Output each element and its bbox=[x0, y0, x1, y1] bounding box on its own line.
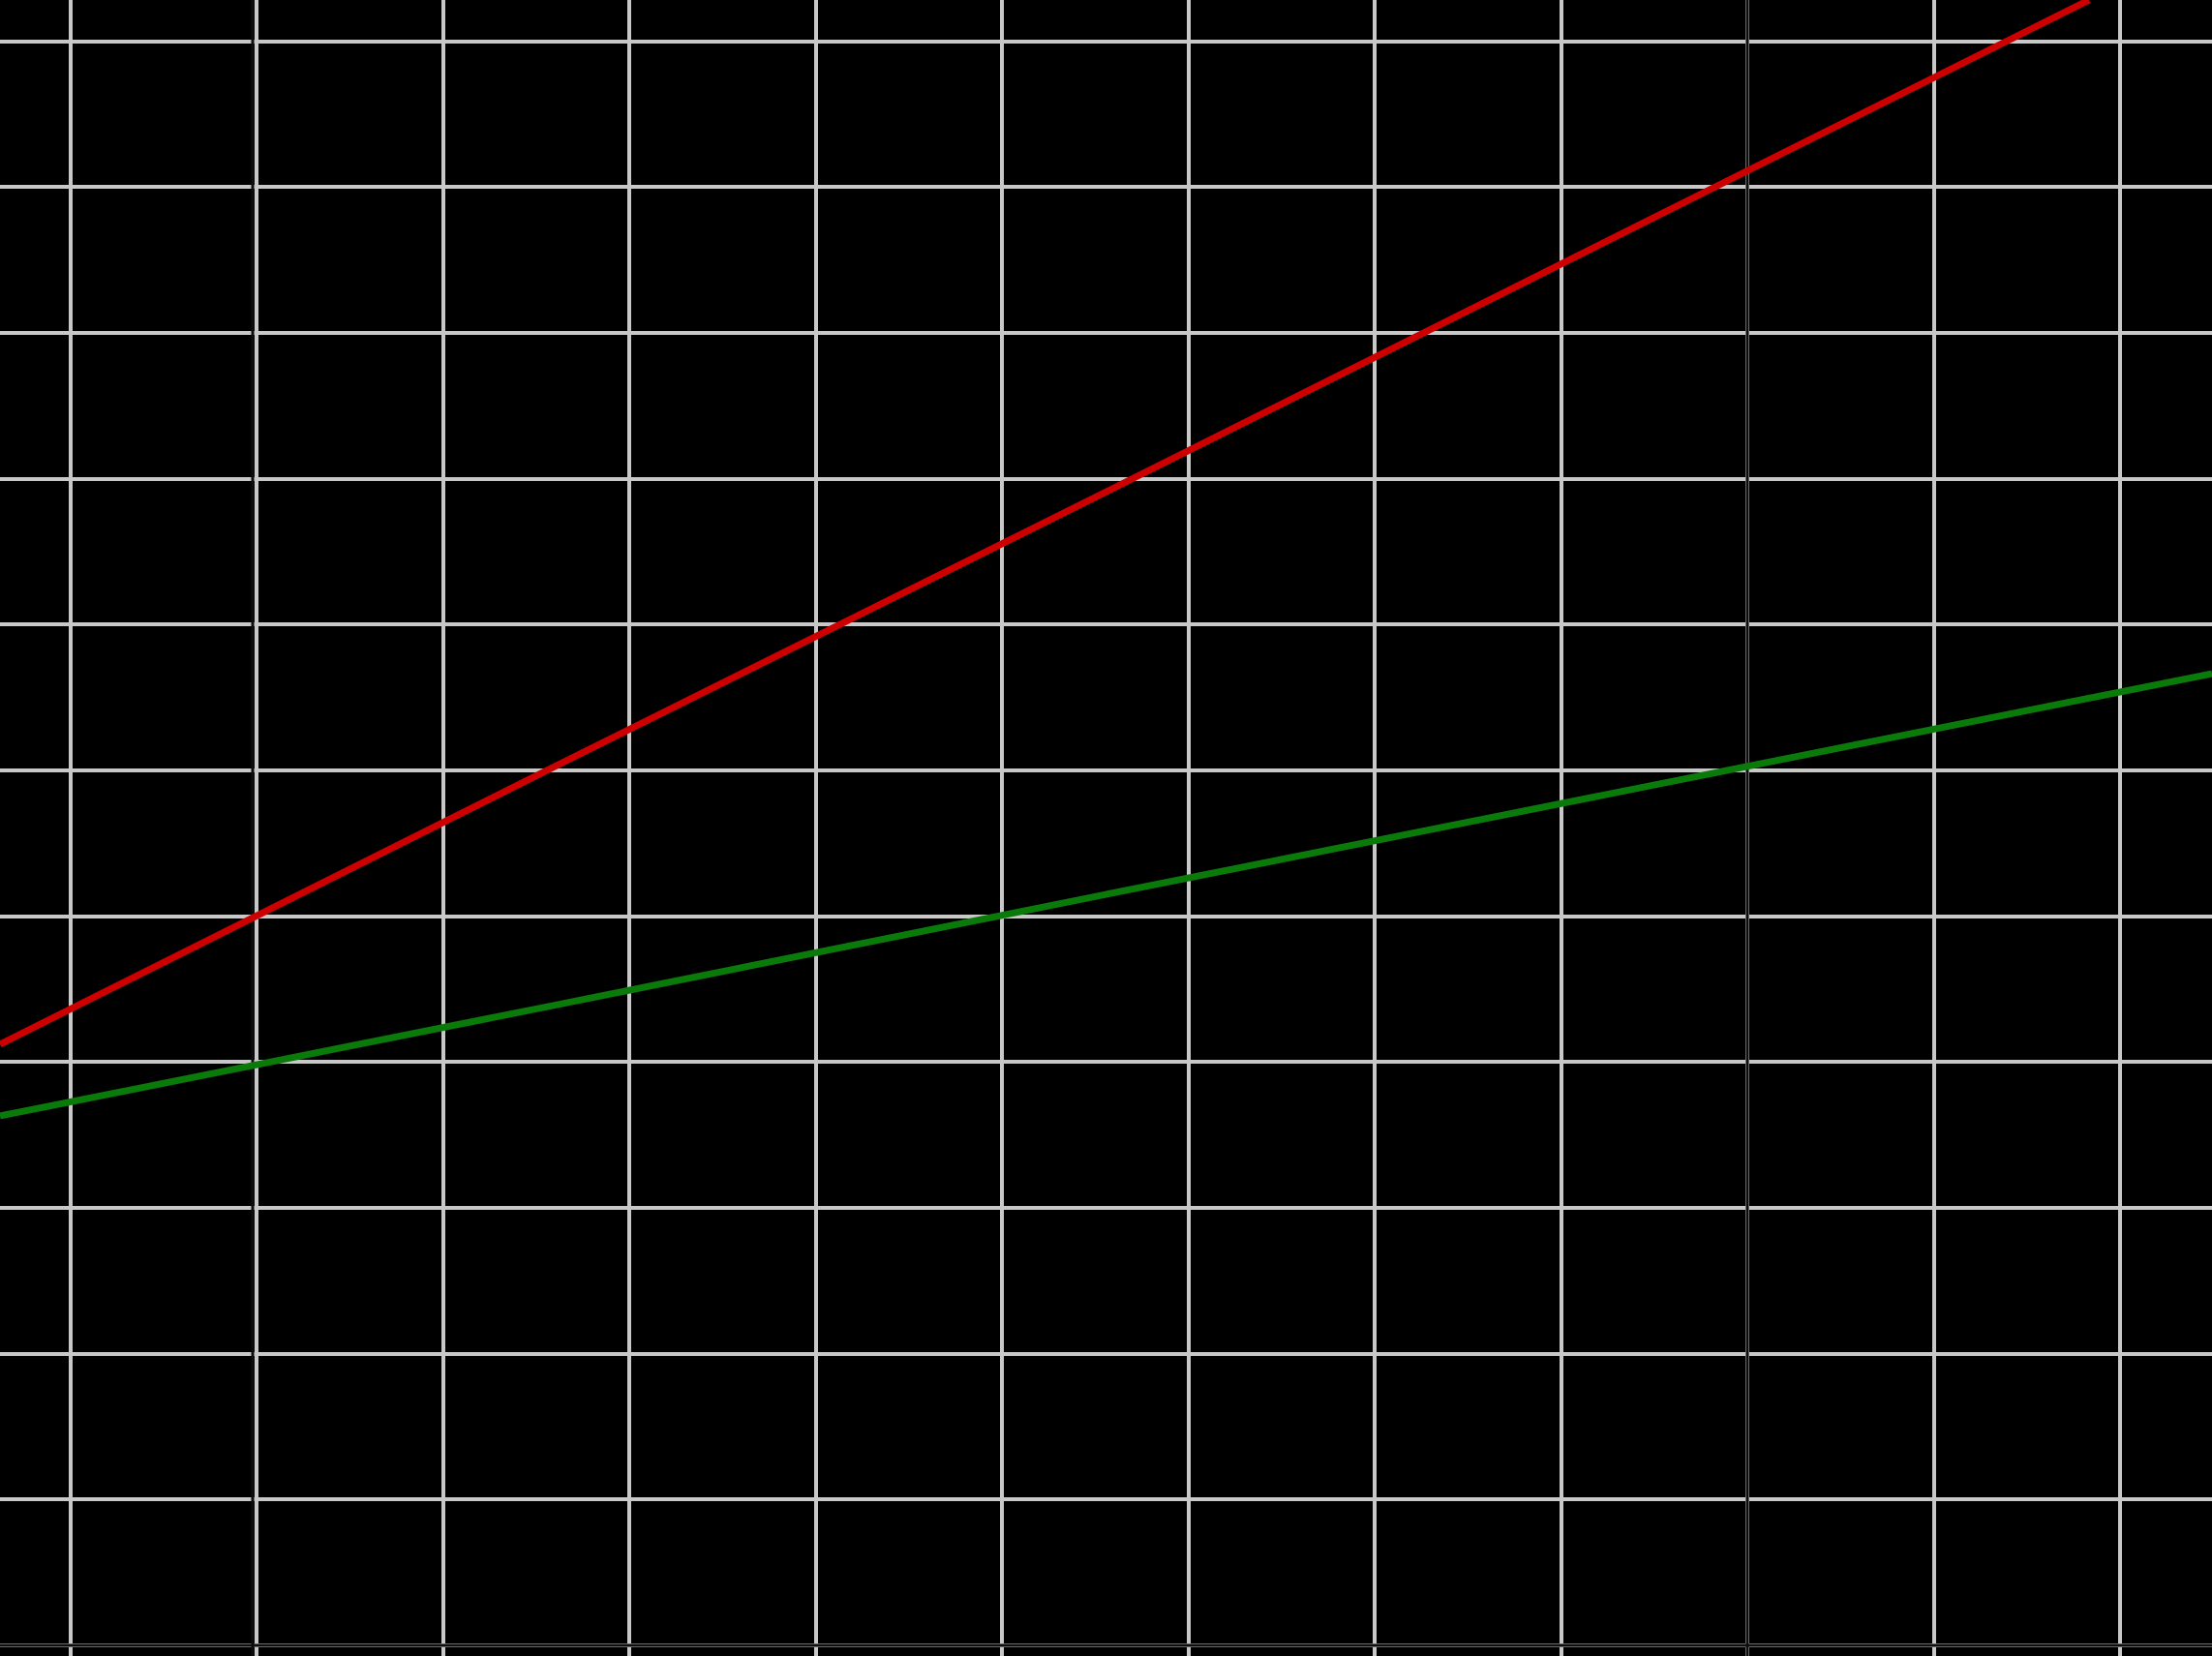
series-green-line bbox=[0, 670, 2212, 1120]
series-red-line bbox=[0, 0, 2091, 1048]
horizontal-gridlines bbox=[0, 40, 2212, 1647]
data-series-layer bbox=[0, 0, 2212, 1120]
